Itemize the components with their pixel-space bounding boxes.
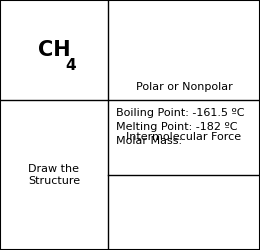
Text: Intermolecular Force: Intermolecular Force <box>126 132 242 142</box>
Text: Boiling Point: -161.5 ºC
Melting Point: -182 ºC
Molar Mass:: Boiling Point: -161.5 ºC Melting Point: … <box>116 108 244 146</box>
Text: 4: 4 <box>65 58 76 73</box>
Text: CH: CH <box>38 40 70 60</box>
Text: Polar or Nonpolar: Polar or Nonpolar <box>135 82 232 92</box>
Text: Draw the
Structure: Draw the Structure <box>28 164 80 186</box>
